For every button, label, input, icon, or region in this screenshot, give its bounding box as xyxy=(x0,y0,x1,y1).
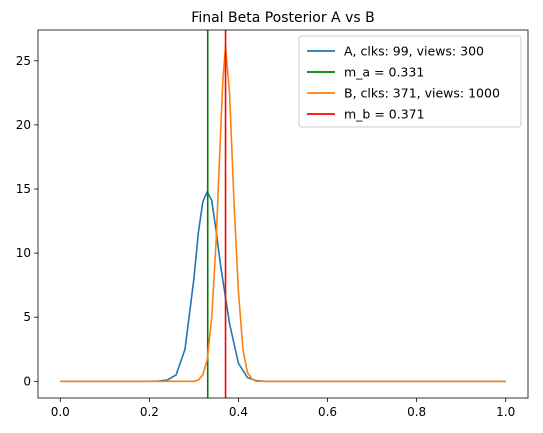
y-tick-label: 20 xyxy=(16,118,31,132)
x-tick-label: 0.0 xyxy=(51,405,70,419)
legend-box xyxy=(298,35,522,128)
x-tick-label: 0.4 xyxy=(229,405,248,419)
x-tick-label: 0.6 xyxy=(318,405,337,419)
legend-label: A, clks: 99, views: 300 xyxy=(344,44,484,59)
y-tick-label: 15 xyxy=(16,182,31,196)
plot-frame xyxy=(37,29,529,399)
series-line-0 xyxy=(60,190,506,383)
chart-title: Final Beta Posterior A vs B xyxy=(191,10,374,26)
legend-label: B, clks: 371, views: 1000 xyxy=(344,86,500,101)
x-tick-label: 0.2 xyxy=(140,405,159,419)
y-tick-label: 0 xyxy=(23,374,31,388)
legend: A, clks: 99, views: 300 m_a = 0.331 B, clk… xyxy=(298,35,522,128)
y-tick-label: 25 xyxy=(16,54,31,68)
x-tick-label: 1.0 xyxy=(496,405,515,419)
legend-label: m_b = 0.371 xyxy=(344,107,425,122)
y-tick-label: 10 xyxy=(16,246,31,260)
legend-label: m_a = 0.331 xyxy=(344,65,424,80)
y-tick-label: 5 xyxy=(23,310,31,324)
x-tick-label: 0.8 xyxy=(407,405,426,419)
